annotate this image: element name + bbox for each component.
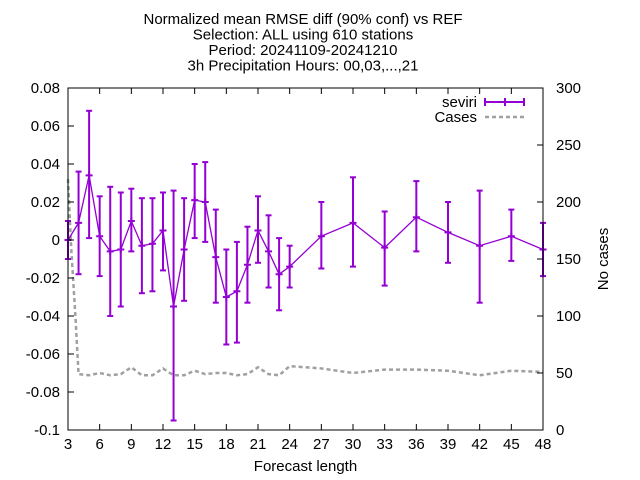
y2-tick-label: 300 (556, 80, 581, 97)
legend: seviri Cases (434, 94, 525, 126)
plot-frame (67, 87, 544, 431)
seviri-point (138, 242, 146, 250)
y2-tick-label: 0 (556, 422, 564, 439)
seviri-point (275, 270, 283, 278)
x-tick-label: 6 (95, 436, 103, 453)
seviri-point (286, 263, 294, 271)
seviri-point (222, 293, 230, 301)
y2-tick-label: 200 (556, 194, 581, 211)
x-tick-label: 15 (186, 436, 203, 453)
x-tick-label: 27 (313, 436, 330, 453)
y2-tick-label: 100 (556, 308, 581, 325)
seviri-point (159, 227, 167, 234)
seviri-point (243, 261, 251, 269)
y-tick-label: -0.02 (26, 270, 60, 287)
seviri-point (212, 253, 220, 261)
x-tick-label: 39 (440, 436, 457, 453)
seviri-point (96, 232, 104, 240)
x-tick-label: 18 (218, 436, 235, 453)
legend-swatch-seviri-point (501, 98, 509, 106)
y-tick-label: -0.04 (26, 308, 60, 325)
seviri-point (507, 232, 515, 240)
x-tick-label: 33 (376, 436, 393, 453)
y-tick-label: -0.1 (34, 422, 60, 439)
y-tick-label: 0 (52, 232, 60, 249)
seviri-point (233, 287, 241, 295)
x-tick-label: 3 (64, 436, 72, 453)
x-tick-label: 9 (127, 436, 135, 453)
seviri-point (148, 240, 156, 248)
x-tick-label: 12 (155, 436, 172, 453)
axis-ticks: 3 6 9 12 15 18 21 24 27 30 33 36 39 42 45 48-0.1-0.08-0… (26, 80, 581, 453)
seviri-point (444, 228, 452, 236)
y2-tick-label: 250 (556, 137, 581, 154)
seviri-point (106, 247, 114, 255)
chart-title-line: Selection: ALL using 610 stations (193, 27, 413, 44)
chart-title-line: Period: 20241109-20241210 (208, 42, 397, 59)
legend-label-seviri: seviri (442, 94, 477, 111)
seviri-point (85, 171, 93, 179)
y2-tick-label: 150 (556, 251, 581, 268)
y-tick-label: -0.08 (26, 384, 60, 401)
seviri-point (117, 246, 125, 253)
x-tick-label: 30 (345, 436, 362, 453)
legend-label-cases: Cases (434, 109, 477, 126)
chart-title-line: 3h Precipitation Hours: 00,03,...,21 (188, 58, 419, 75)
seviri-point (265, 247, 273, 255)
seviri-point (201, 198, 209, 206)
x-tick-label: 48 (535, 436, 552, 453)
seviri-point (170, 303, 178, 310)
chart-title: Normalized mean RMSE diff (90% conf) vs … (144, 11, 463, 75)
seviri-point (317, 232, 325, 240)
y2-axis-label: No cases (595, 228, 612, 291)
cases-line (66, 179, 544, 377)
seviri-point (412, 213, 420, 221)
seviri-point (75, 219, 83, 227)
seviri-line (67, 175, 544, 307)
seviri-point (180, 246, 188, 253)
y-tick-label: -0.06 (26, 346, 60, 363)
x-axis-label: Forecast length (254, 458, 357, 475)
x-tick-label: 45 (503, 436, 520, 453)
x-tick-label: 21 (250, 436, 267, 453)
y-tick-label: 0.04 (31, 156, 60, 173)
seviri-point (381, 244, 389, 252)
x-tick-label: 42 (471, 436, 488, 453)
y-tick-label: 0.06 (31, 118, 60, 135)
cases-series (66, 179, 544, 377)
seviri-point (254, 227, 262, 234)
seviri-point (349, 219, 357, 227)
x-tick-label: 24 (281, 436, 298, 453)
chart-title-line: Normalized mean RMSE diff (90% conf) vs … (144, 11, 463, 28)
y2-tick-label: 50 (556, 365, 573, 382)
y-tick-label: 0.02 (31, 194, 60, 211)
seviri-point (476, 242, 484, 250)
y-tick-label: 0.08 (31, 80, 60, 97)
x-tick-label: 36 (408, 436, 425, 453)
seviri-point (127, 217, 135, 225)
seviri-point (191, 196, 199, 204)
